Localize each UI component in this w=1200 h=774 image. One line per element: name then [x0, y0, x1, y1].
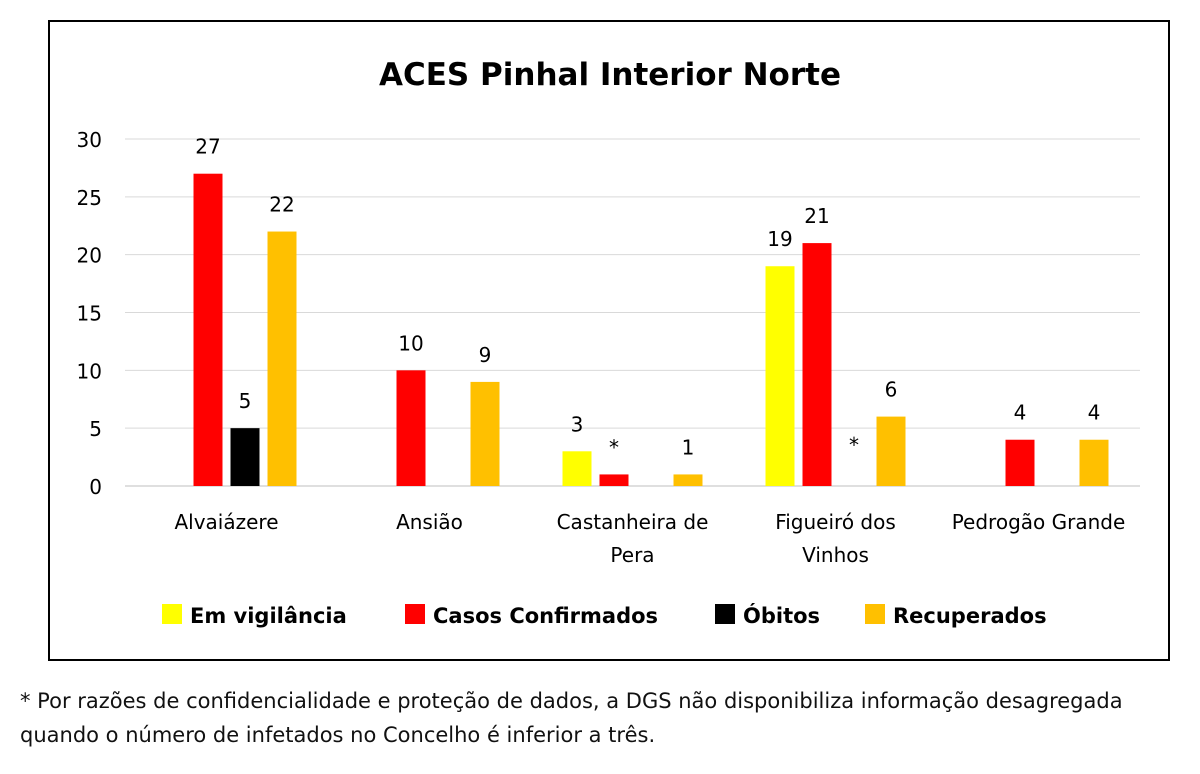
bar	[876, 416, 906, 486]
chart-svg: ACES Pinhal Interior Norte 051015202530 …	[77, 57, 1140, 628]
y-tick-label: 0	[89, 475, 102, 499]
bar	[193, 173, 223, 486]
data-label: *	[609, 435, 619, 459]
y-axis: 0 5 10 15 20 25 30	[77, 128, 102, 499]
y-tick-label: 30	[77, 128, 102, 152]
data-label: 4	[1014, 401, 1027, 425]
legend-swatch	[405, 604, 425, 624]
y-tick-label: 20	[77, 244, 102, 268]
bar	[802, 243, 832, 486]
x-tick-label: Castanheira de	[557, 510, 709, 534]
legend-label: Recuperados	[893, 604, 1047, 628]
x-tick-label: Ansião	[396, 510, 463, 534]
y-tick-label: 10	[77, 359, 102, 383]
footnote: * Por razões de confidencialidade e prot…	[20, 689, 1123, 747]
data-label: *	[849, 433, 859, 457]
data-label: 19	[767, 227, 792, 251]
y-tick-label: 5	[89, 417, 102, 441]
legend: Em vigilância Casos Confirmados Óbitos Recu…	[162, 603, 1047, 628]
bar	[1005, 439, 1035, 486]
legend-swatch	[865, 604, 885, 624]
x-axis: Alvaiázere Ansião Castanheira de Pera Figuei…	[174, 510, 1125, 567]
x-tick-label: Alvaiázere	[174, 510, 278, 534]
legend-label: Em vigilância	[190, 604, 347, 628]
data-label: 27	[195, 135, 220, 159]
bar	[1079, 439, 1109, 486]
data-label: 10	[398, 331, 423, 355]
y-tick-label: 15	[77, 302, 102, 326]
bar	[267, 231, 297, 486]
y-tick-label: 25	[77, 186, 102, 210]
bars	[193, 173, 1109, 486]
chart-title: ACES Pinhal Interior Norte	[379, 57, 841, 93]
legend-label: Óbitos	[743, 603, 820, 628]
data-label: 9	[479, 343, 492, 367]
bar	[230, 428, 260, 486]
bar	[765, 266, 795, 486]
chart-frame: ACES Pinhal Interior Norte 0 5 10 15 20 25 30 …	[48, 20, 1170, 661]
bar	[599, 474, 629, 486]
data-label: 4	[1088, 401, 1101, 425]
bar	[562, 451, 592, 486]
data-labels: 27 5 22 10 9 3 * 1 19 21 * 6 4 4	[195, 135, 1100, 460]
data-label: 6	[885, 378, 898, 402]
data-label: 1	[682, 435, 695, 459]
data-label: 22	[269, 193, 294, 217]
bar	[470, 381, 500, 486]
data-label: 3	[571, 412, 584, 436]
x-tick-label: Figueiró dos	[775, 510, 896, 534]
data-label: 5	[239, 389, 252, 413]
x-tick-label: Pera	[610, 543, 654, 567]
legend-swatch	[162, 604, 182, 624]
data-label: 21	[804, 204, 829, 228]
x-tick-label: Vinhos	[802, 543, 869, 567]
legend-label: Casos Confirmados	[433, 604, 658, 628]
x-tick-label: Pedrogão Grande	[952, 510, 1126, 534]
bar	[396, 370, 426, 486]
bar	[673, 474, 703, 486]
legend-swatch	[715, 604, 735, 624]
